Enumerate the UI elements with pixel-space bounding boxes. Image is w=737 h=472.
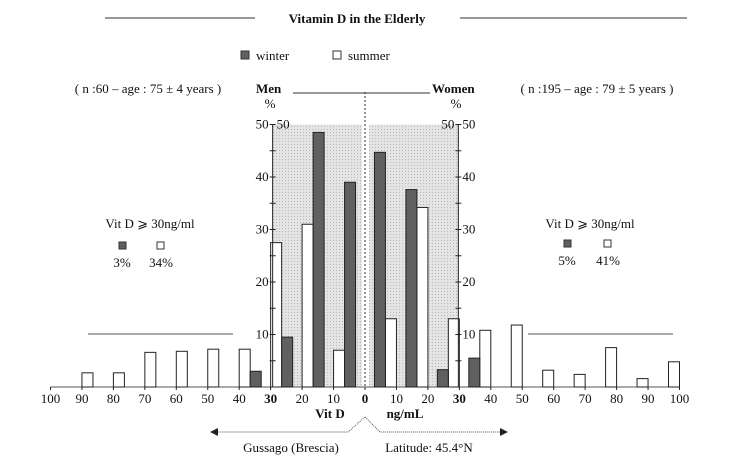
- men-threshold-summer: 34%: [149, 255, 173, 270]
- women-threshold-summer: 41%: [596, 253, 620, 268]
- women-y-tick-label: 50: [462, 117, 475, 132]
- men-threshold-label: Vit D ⩾ 30ng/ml: [105, 216, 195, 231]
- women-y-tick-label: 20: [462, 274, 475, 289]
- women-x-tick-label: 20: [421, 391, 434, 406]
- women-threshold-winter: 5%: [558, 253, 576, 268]
- men-winter-bar-10-20: [312, 131, 325, 388]
- women-winter-bar-0-10: [373, 151, 386, 388]
- arrowhead-right-icon: [500, 428, 508, 436]
- women-summer-bar-70-80: [605, 347, 618, 388]
- women-summer-bar-90-100: [668, 361, 680, 388]
- women-winter-bar-30-40: [468, 357, 481, 388]
- men-info: ( n :60 – age : 75 ± 4 years ): [75, 81, 222, 96]
- women-x-tick-label: 50: [516, 391, 529, 406]
- women-summer-bar-60-70: [573, 373, 586, 388]
- men-x-tick-label: 30: [264, 391, 277, 406]
- men-winter-bar-30-40: [249, 370, 262, 388]
- women-threshold-summer-swatch: [603, 239, 612, 248]
- legend-summer-label: summer: [348, 48, 391, 63]
- men-x-tick-label: 60: [170, 391, 183, 406]
- women-y-tick-label: 50: [441, 117, 454, 132]
- men-winter-bar-20-30: [281, 336, 294, 388]
- women-summer-bar-30-40: [479, 329, 492, 388]
- women-summer-bar-50-60: [542, 369, 555, 388]
- women-summer-bar-10-20: [416, 206, 429, 388]
- men-threshold-summer-swatch: [156, 241, 165, 250]
- women-x-tick-label: 10: [390, 391, 403, 406]
- arrowhead-left-icon: [210, 428, 218, 436]
- location-label: Gussago (Brescia): [243, 440, 339, 455]
- women-summer-bar-40-50: [510, 324, 523, 388]
- x-label-vitd: Vit D: [315, 406, 345, 421]
- women-x-tick-label: 40: [484, 391, 497, 406]
- men-threshold-winter: 3%: [113, 255, 131, 270]
- men-y-tick-label: 30: [256, 222, 269, 237]
- men-summer-bar-0-10: [333, 349, 346, 388]
- men-summer-bar-70-80: [112, 372, 125, 388]
- men-winter-bar-0-10: [344, 181, 357, 388]
- men-y-tick-label: 50: [277, 117, 290, 132]
- women-x-tick-label: 90: [642, 391, 655, 406]
- men-x-tick-label: 10: [327, 391, 340, 406]
- x-label-unit: ng/mL: [387, 406, 424, 421]
- men-summer-bar-50-60: [175, 350, 188, 388]
- women-x-tick-label: 60: [547, 391, 560, 406]
- men-x-tick-label: 90: [75, 391, 88, 406]
- men-y-tick-label: 40: [256, 169, 269, 184]
- men-y-tick-label: 20: [256, 274, 269, 289]
- men-summer-bar-30-40: [238, 348, 251, 388]
- women-y-tick-label: 30: [462, 222, 475, 237]
- men-y-unit: %: [265, 96, 276, 111]
- men-summer-bar-40-50: [207, 348, 220, 388]
- men-y-tick-label: 10: [256, 327, 269, 342]
- men-summer-bar-60-70: [144, 351, 157, 388]
- chart-title: Vitamin D in the Elderly: [289, 11, 426, 26]
- women-threshold-winter-swatch: [563, 239, 572, 248]
- location-arrow-right: [364, 416, 500, 433]
- men-x-tick-label: 20: [296, 391, 309, 406]
- women-y-tick-label: 10: [462, 327, 475, 342]
- women-y-unit: %: [451, 96, 462, 111]
- legend-winter-label: winter: [256, 48, 290, 63]
- women-y-tick-label: 40: [462, 169, 475, 184]
- women-winter-bar-20-30: [436, 369, 449, 388]
- men-summer-bar-20-30: [270, 242, 283, 388]
- location-arrow-left: [218, 416, 366, 433]
- men-x-tick-label: 0: [362, 391, 369, 406]
- women-winter-bar-10-20: [405, 189, 418, 388]
- women-info: ( n :195 – age : 79 ± 5 years ): [521, 81, 674, 96]
- men-summer-bar-10-20: [301, 223, 314, 388]
- women-threshold-label: Vit D ⩾ 30ng/ml: [545, 216, 635, 231]
- women-summer-bar-80-90: [636, 378, 649, 388]
- legend-winter-swatch: [240, 50, 250, 60]
- women-x-tick-label: 100: [670, 391, 690, 406]
- men-x-tick-label: 50: [201, 391, 214, 406]
- women-summer-bar-0-10: [384, 318, 397, 388]
- men-x-tick-label: 70: [138, 391, 151, 406]
- men-label: Men: [256, 81, 282, 96]
- men-x-tick-label: 40: [233, 391, 246, 406]
- men-threshold-winter-swatch: [118, 241, 127, 250]
- women-x-tick-label: 70: [579, 391, 592, 406]
- women-x-tick-label: 80: [610, 391, 623, 406]
- latitude-label: Latitude: 45.4°N: [385, 440, 473, 455]
- men-summer-bar-80-90: [81, 372, 94, 388]
- women-summer-bar-20-30: [447, 318, 460, 388]
- men-y-tick-label: 50: [256, 117, 269, 132]
- men-x-tick-label: 80: [107, 391, 120, 406]
- women-label: Women: [432, 81, 475, 96]
- women-x-tick-label: 30: [453, 391, 466, 406]
- legend-summer-swatch: [332, 50, 342, 60]
- men-x-tick-label: 100: [41, 391, 61, 406]
